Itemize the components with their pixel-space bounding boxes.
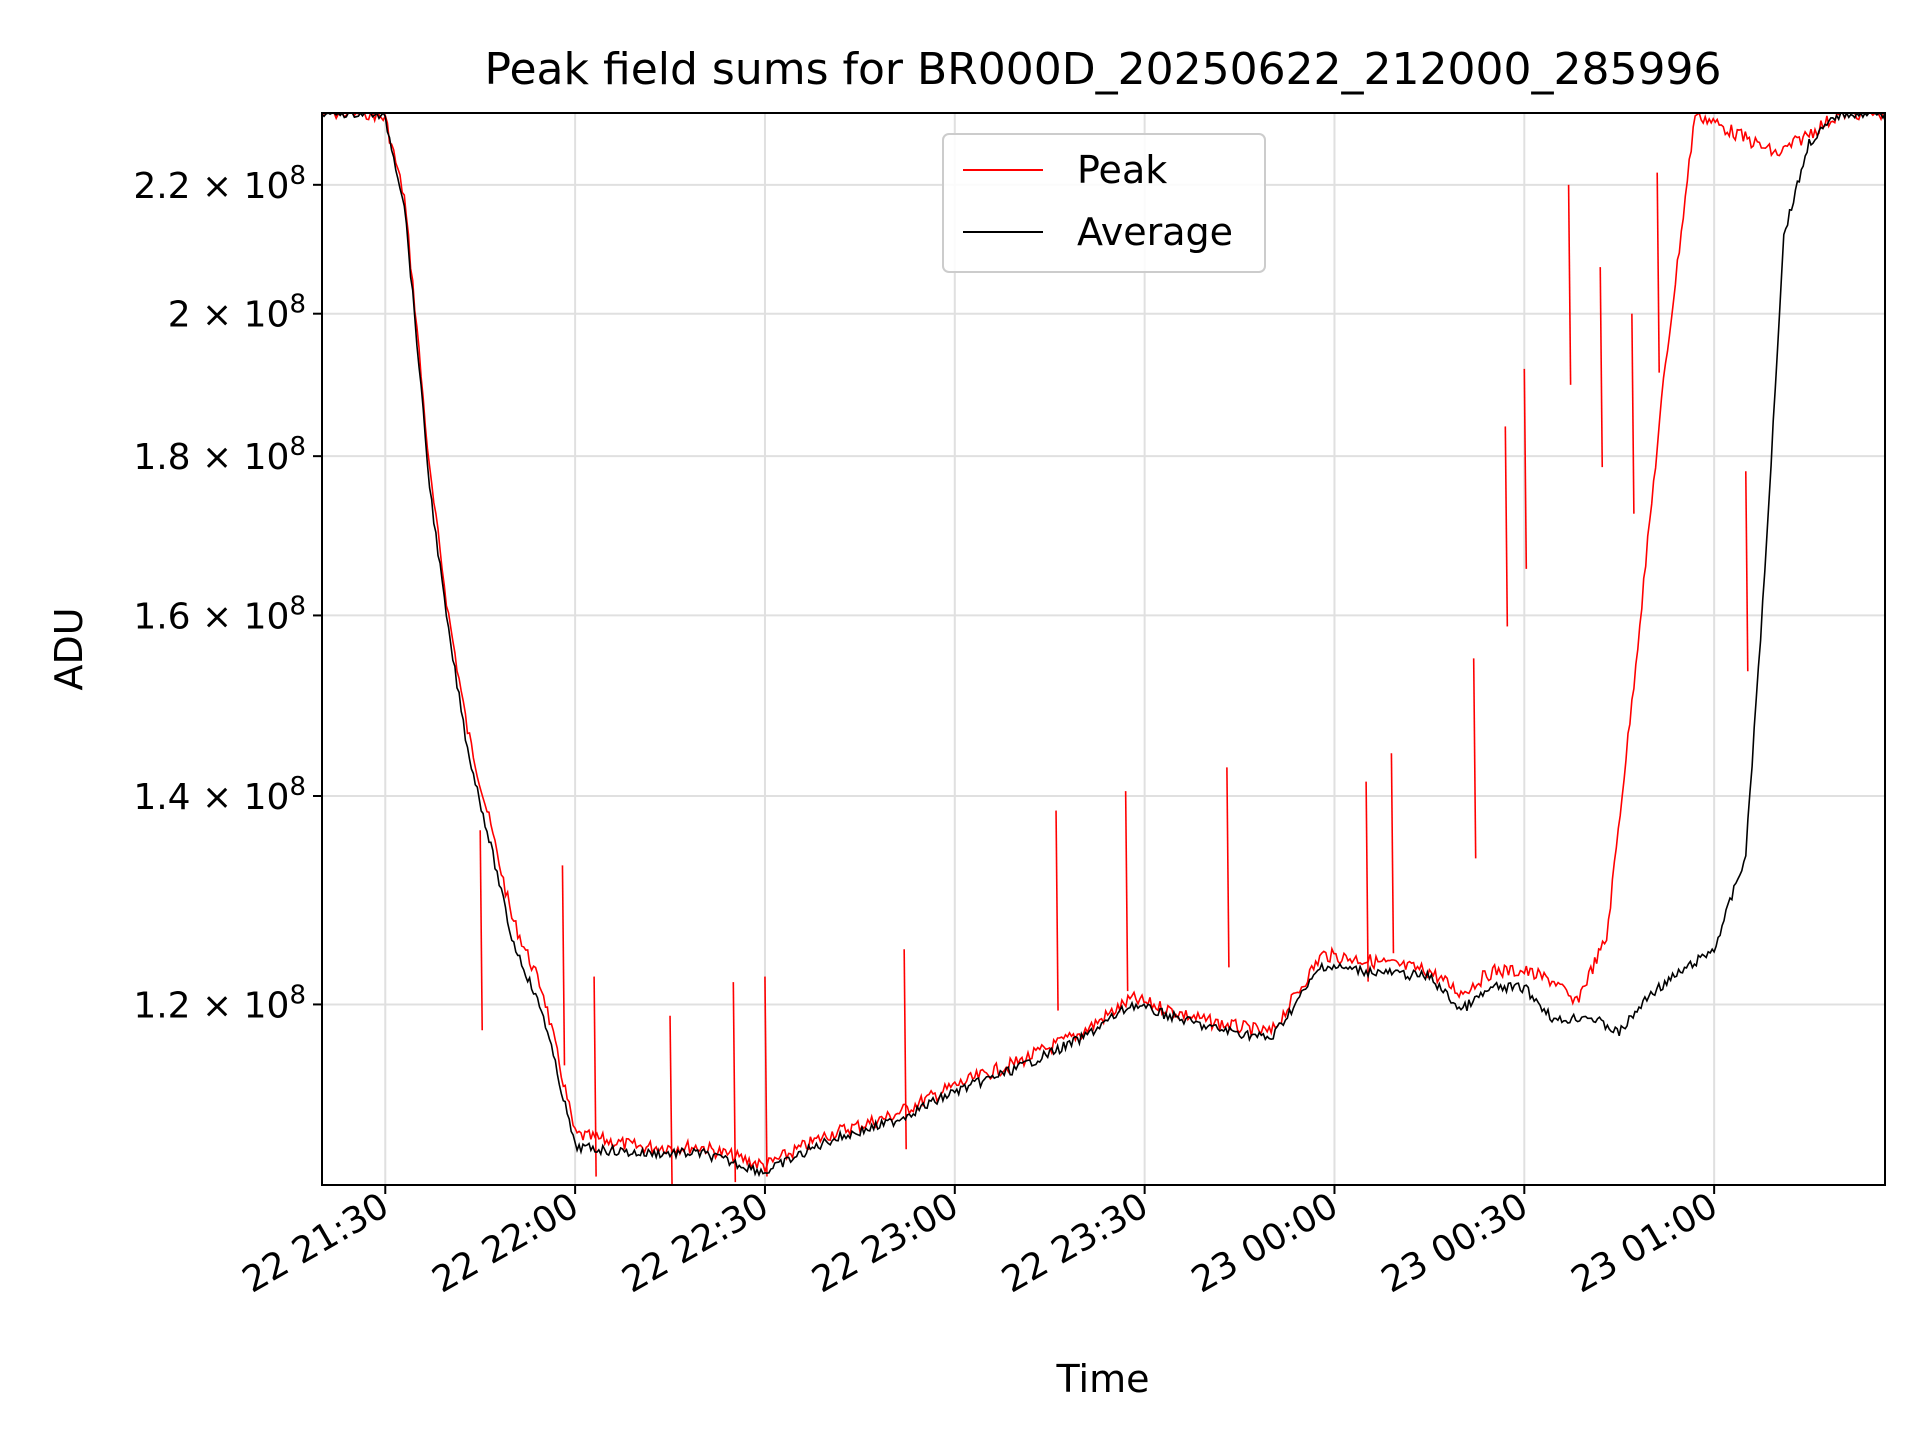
y-tick-label: 2.2 × 108: [133, 161, 306, 207]
y-axis-label: ADU: [47, 607, 91, 690]
x-tick-label: 23 00:00: [1185, 1185, 1345, 1301]
x-tick-label: 22 23:30: [995, 1185, 1155, 1301]
y-tick-label: 1.8 × 108: [133, 432, 306, 478]
x-tick-label: 23 00:30: [1375, 1185, 1535, 1301]
series-peak-spike: [1504, 426, 1509, 627]
x-tick-label: 22 23:00: [805, 1185, 965, 1301]
plot-frame: [321, 112, 1886, 1186]
x-tick-label: 22 22:30: [616, 1185, 776, 1301]
series-peak-spike: [593, 976, 597, 1177]
chart-title: Peak field sums for BR000D_20250622_2120…: [485, 44, 1722, 95]
legend-average-label: Average: [1077, 210, 1233, 254]
y-tick-label: 1.6 × 108: [133, 591, 306, 637]
series-peak-spike: [1567, 184, 1572, 385]
series-peak-spike: [1472, 658, 1477, 859]
series-peak-spike: [561, 865, 566, 1066]
y-tick-label: 1.2 × 108: [133, 980, 306, 1026]
series-line-average: [322, 113, 1885, 1178]
series-peak-spike: [669, 1015, 673, 1185]
x-tick-label: 22 22:00: [426, 1185, 586, 1301]
y-tick-label: 2 × 108: [168, 290, 306, 336]
series-peak-spike: [732, 982, 737, 1183]
series-peak-spike: [1656, 172, 1660, 373]
series-peak-spike: [1744, 471, 1749, 672]
series-peak-spike: [764, 976, 768, 1177]
legend-box: [942, 133, 1266, 273]
series-peak-spike: [903, 949, 907, 1150]
series-peak-spike: [1390, 753, 1395, 954]
legend: Peak Average: [942, 133, 1266, 273]
series-peak-spike: [1055, 810, 1059, 1011]
series-peak-spike: [1631, 313, 1635, 514]
series-peak-spike: [1523, 368, 1528, 569]
series-area: [322, 113, 1885, 1185]
y-tick-label: 1.4 × 108: [133, 772, 306, 818]
series-peak-spike: [1599, 267, 1604, 468]
series-peak-spike: [1365, 781, 1369, 982]
x-tick-label: 22 21:30: [236, 1185, 396, 1301]
series-line-peak: [322, 113, 1885, 1174]
series-peak-spike: [479, 830, 483, 1031]
x-tick-label: 23 01:00: [1565, 1185, 1725, 1301]
x-axis-label: Time: [1056, 1357, 1150, 1401]
legend-peak-label: Peak: [1077, 148, 1167, 192]
axes: 1.2 × 108 1.4 × 108 1.6 × 108 1.8 × 108 2 × …: [133, 161, 1724, 1301]
series-peak-spike: [1124, 791, 1129, 992]
series-peak-spike: [1226, 767, 1230, 968]
